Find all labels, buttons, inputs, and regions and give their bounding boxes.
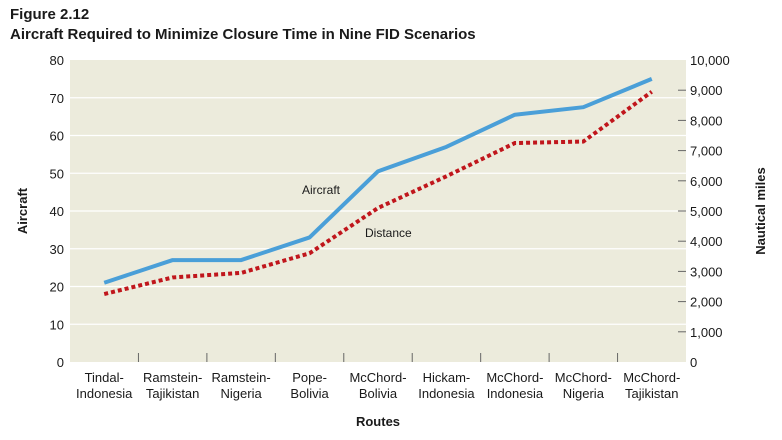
x-tick-label: Pope-Bolivia	[290, 370, 329, 401]
y2-tick-label: 8,000	[690, 113, 723, 128]
y-tick-label: 80	[50, 53, 64, 68]
y-tick-label: 20	[50, 280, 64, 295]
y2-tick-label: 4,000	[690, 234, 723, 249]
y-tick-label: 40	[50, 204, 64, 219]
y2-tick-label: 6,000	[690, 174, 723, 189]
series-label-aircraft: Aircraft	[302, 183, 341, 197]
x-tick-label: McChord-Indonesia	[486, 370, 543, 401]
series-layer	[103, 77, 653, 296]
series-label-distance: Distance	[365, 226, 412, 240]
series-line-aircraft	[103, 77, 653, 285]
x-tick-label: McChord-Bolivia	[349, 370, 406, 401]
right-axis: 0 1,000 2,000 3,000 4,000 5,000 6,000 7,000 8,00…	[678, 53, 730, 370]
y2-tick-label: 9,000	[690, 83, 723, 98]
y-tick-label: 0	[57, 355, 64, 370]
y2-tick-label: 2,000	[690, 295, 723, 310]
y-tick-label: 60	[50, 129, 64, 144]
x-tick-label: McChord-Tajikistan	[623, 370, 680, 401]
y2-tick-label: 3,000	[690, 264, 723, 279]
chart-title: Aircraft Required to Minimize Closure Ti…	[10, 26, 476, 43]
figure-label: Figure 2.12	[10, 6, 90, 23]
y-tick-label: 10	[50, 317, 64, 332]
x-tick-label: Tindal-Indonesia	[76, 370, 133, 401]
y-tick-label: 30	[50, 242, 64, 257]
y2-tick-label: 5,000	[690, 204, 723, 219]
y2-tick-label: 7,000	[690, 144, 723, 159]
y2-axis-title: Nautical miles	[753, 167, 768, 254]
gridlines	[70, 97, 686, 325]
y2-tick-label: 1,000	[690, 325, 723, 340]
x-axis: Tindal-Indonesia Ramstein-Tajikistan Ramst…	[76, 353, 680, 401]
x-tick-label: Hickam-Indonesia	[418, 370, 475, 401]
y-tick-label: 70	[50, 91, 64, 106]
x-tick-label: McChord-Nigeria	[555, 370, 612, 401]
x-tick-label: Ramstein-Tajikistan	[143, 370, 202, 401]
series-line-distance	[103, 90, 653, 296]
y2-tick-label: 10,000	[690, 53, 730, 68]
y-tick-label: 50	[50, 166, 64, 181]
y-axis-title: Aircraft	[15, 187, 30, 234]
x-tick-label: Ramstein-Nigeria	[211, 370, 270, 401]
left-axis: 0 10 20 30 40 50 60 70 80	[50, 53, 64, 370]
x-axis-title: Routes	[356, 414, 400, 429]
y2-tick-label: 0	[690, 355, 697, 370]
